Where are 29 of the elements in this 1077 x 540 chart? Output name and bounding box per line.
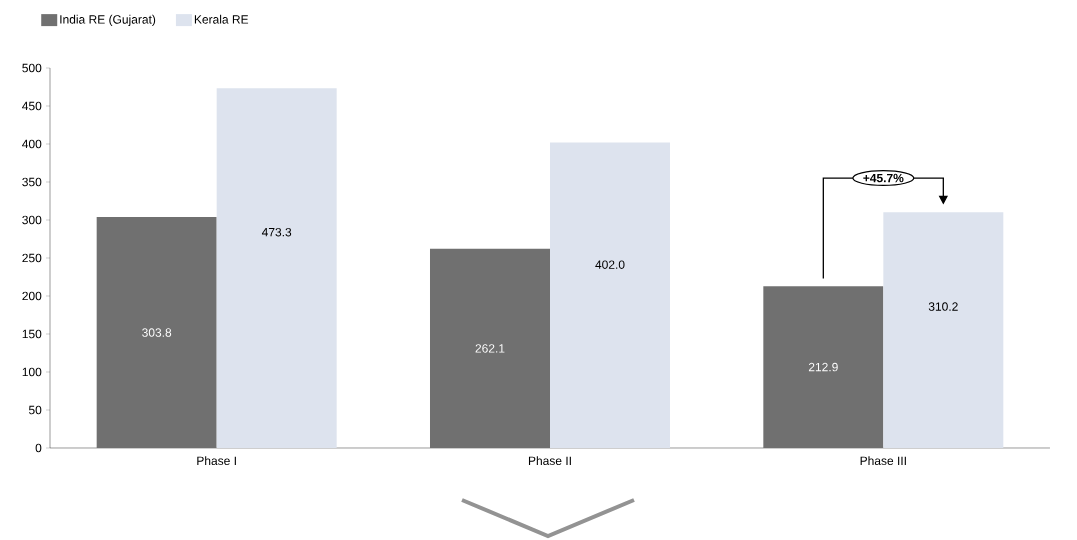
data-label: 402.0 [595, 260, 625, 269]
y-tick-label: 50 [28, 405, 42, 415]
bar [550, 142, 670, 448]
y-tick-label: 250 [22, 253, 42, 263]
y-tick-label: 400 [22, 139, 42, 149]
data-label: 473.3 [261, 227, 292, 237]
bar [430, 248, 550, 448]
y-tick-label: 500 [22, 63, 42, 73]
y-tick-label: 350 [22, 177, 42, 187]
bar [216, 88, 337, 448]
bar [96, 217, 217, 448]
y-tick-label: 0 [35, 443, 42, 453]
bar [763, 286, 884, 448]
y-tick-label: 200 [22, 291, 42, 301]
x-tick-label: Phase I [197, 456, 236, 465]
y-tick-label: 300 [22, 215, 42, 225]
legend-label: India RE (Gujarat) [60, 14, 156, 27]
data-label: 303.8 [142, 328, 172, 337]
x-tick-label: Phase II [528, 456, 571, 465]
annotation: +45.7% [863, 173, 904, 183]
legend-label: Kerala RE [194, 14, 249, 24]
data-label: 262.1 [475, 344, 505, 353]
y-tick-label: 150 [22, 329, 42, 339]
x-tick-label: Phase III [860, 456, 906, 465]
y-tick-label: 100 [22, 367, 42, 377]
y-tick-label: 450 [22, 101, 42, 111]
bar [883, 212, 1004, 448]
data-label: 212.9 [808, 362, 838, 372]
data-label: 310.2 [928, 302, 958, 311]
